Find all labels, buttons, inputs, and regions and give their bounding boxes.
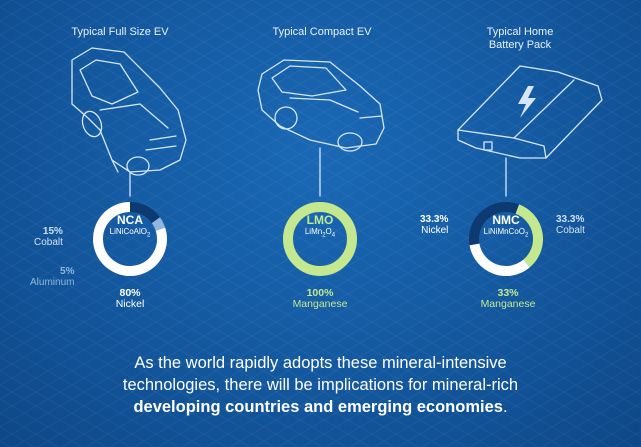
panel-title-line: Typical Home (486, 26, 554, 38)
donut-center-lmo: LMO LiMn2O4 (270, 213, 370, 241)
segment-label-cobalt: 33.3% Cobalt (556, 214, 585, 236)
footer-emphasis: developing countries and emerging econom… (133, 398, 503, 416)
footer-text: As the world rapidly adopts these minera… (0, 352, 641, 418)
donut-segment-manganese (515, 204, 543, 268)
segment-label-nickel: 33.3% Nickel (420, 214, 449, 236)
segment-label-cobalt: 15% Cobalt (34, 226, 63, 248)
donut-segment-nickel (93, 202, 167, 276)
donut-chart-lmo (283, 202, 357, 276)
segment-label-manganese: 33% Manganese (480, 287, 536, 310)
donut-segment-aluminum (151, 217, 166, 231)
footer-line: technologies, there will be implications… (122, 376, 519, 394)
donut-segment-cobalt (129, 202, 160, 224)
footer-line: As the world rapidly adopts these minera… (134, 354, 507, 372)
chemistry-name: LMO (306, 213, 334, 227)
segment-label-manganese: 100% Manganese (292, 287, 348, 310)
battery-pack-icon (457, 65, 603, 159)
chemistry-name: NMC (492, 213, 520, 227)
hatchback-car-icon (257, 59, 385, 152)
donut-center-nca: NCA LiNiCoAlO2 (80, 213, 180, 241)
donut-center-nmc: NMC LiNiMnCoO2 (456, 213, 556, 241)
segment-label-nickel: 80% Nickel (115, 287, 145, 310)
panel-title-home-battery: Typical Home Battery Pack (440, 26, 600, 52)
sedan-car-icon (71, 47, 187, 176)
donut-segment-nickel (469, 243, 530, 276)
chemical-formula: LiNiCoAlO2 (109, 227, 151, 239)
segment-label-aluminum: 5% Aluminum (30, 266, 75, 288)
donut-chart-nmc (469, 202, 543, 276)
donut-chart-nca (93, 202, 167, 276)
panel-title-line: Battery Pack (488, 39, 552, 51)
donut-segment-cobalt (469, 202, 520, 246)
chemical-formula: LiNiMnCoO2 (483, 227, 529, 239)
panel-title-compact-ev: Typical Compact EV (272, 26, 372, 38)
lightning-bolt-icon (518, 86, 536, 118)
chemical-formula: LiMn2O4 (304, 227, 336, 239)
footer-period: . (502, 398, 508, 416)
donut-segment-manganese (283, 202, 357, 276)
panel-title-full-size-ev: Typical Full Size EV (71, 26, 169, 38)
chemistry-name: NCA (117, 213, 143, 227)
